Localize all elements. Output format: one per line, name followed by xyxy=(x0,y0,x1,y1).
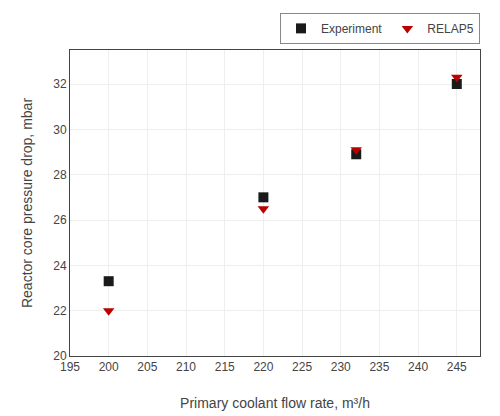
svg-text:205: 205 xyxy=(137,360,157,374)
svg-text:28: 28 xyxy=(53,168,67,182)
svg-text:32: 32 xyxy=(53,77,67,91)
svg-text:210: 210 xyxy=(176,360,196,374)
svg-text:235: 235 xyxy=(369,360,389,374)
svg-text:225: 225 xyxy=(292,360,312,374)
svg-text:22: 22 xyxy=(53,304,67,318)
svg-text:26: 26 xyxy=(53,213,67,227)
svg-text:24: 24 xyxy=(53,259,67,273)
svg-text:Primary coolant flow rate, m³/: Primary coolant flow rate, m³/h xyxy=(180,395,370,411)
svg-text:Experiment: Experiment xyxy=(321,22,382,36)
svg-text:20: 20 xyxy=(53,349,67,363)
svg-text:195: 195 xyxy=(60,360,80,374)
svg-text:240: 240 xyxy=(408,360,428,374)
svg-text:215: 215 xyxy=(215,360,235,374)
svg-text:RELAP5: RELAP5 xyxy=(427,22,473,36)
svg-text:230: 230 xyxy=(331,360,351,374)
svg-text:220: 220 xyxy=(253,360,273,374)
svg-text:30: 30 xyxy=(53,123,67,137)
svg-text:Reactor core pressure drop, mb: Reactor core pressure drop, mbar xyxy=(19,98,35,308)
svg-text:200: 200 xyxy=(99,360,119,374)
svg-text:245: 245 xyxy=(447,360,467,374)
